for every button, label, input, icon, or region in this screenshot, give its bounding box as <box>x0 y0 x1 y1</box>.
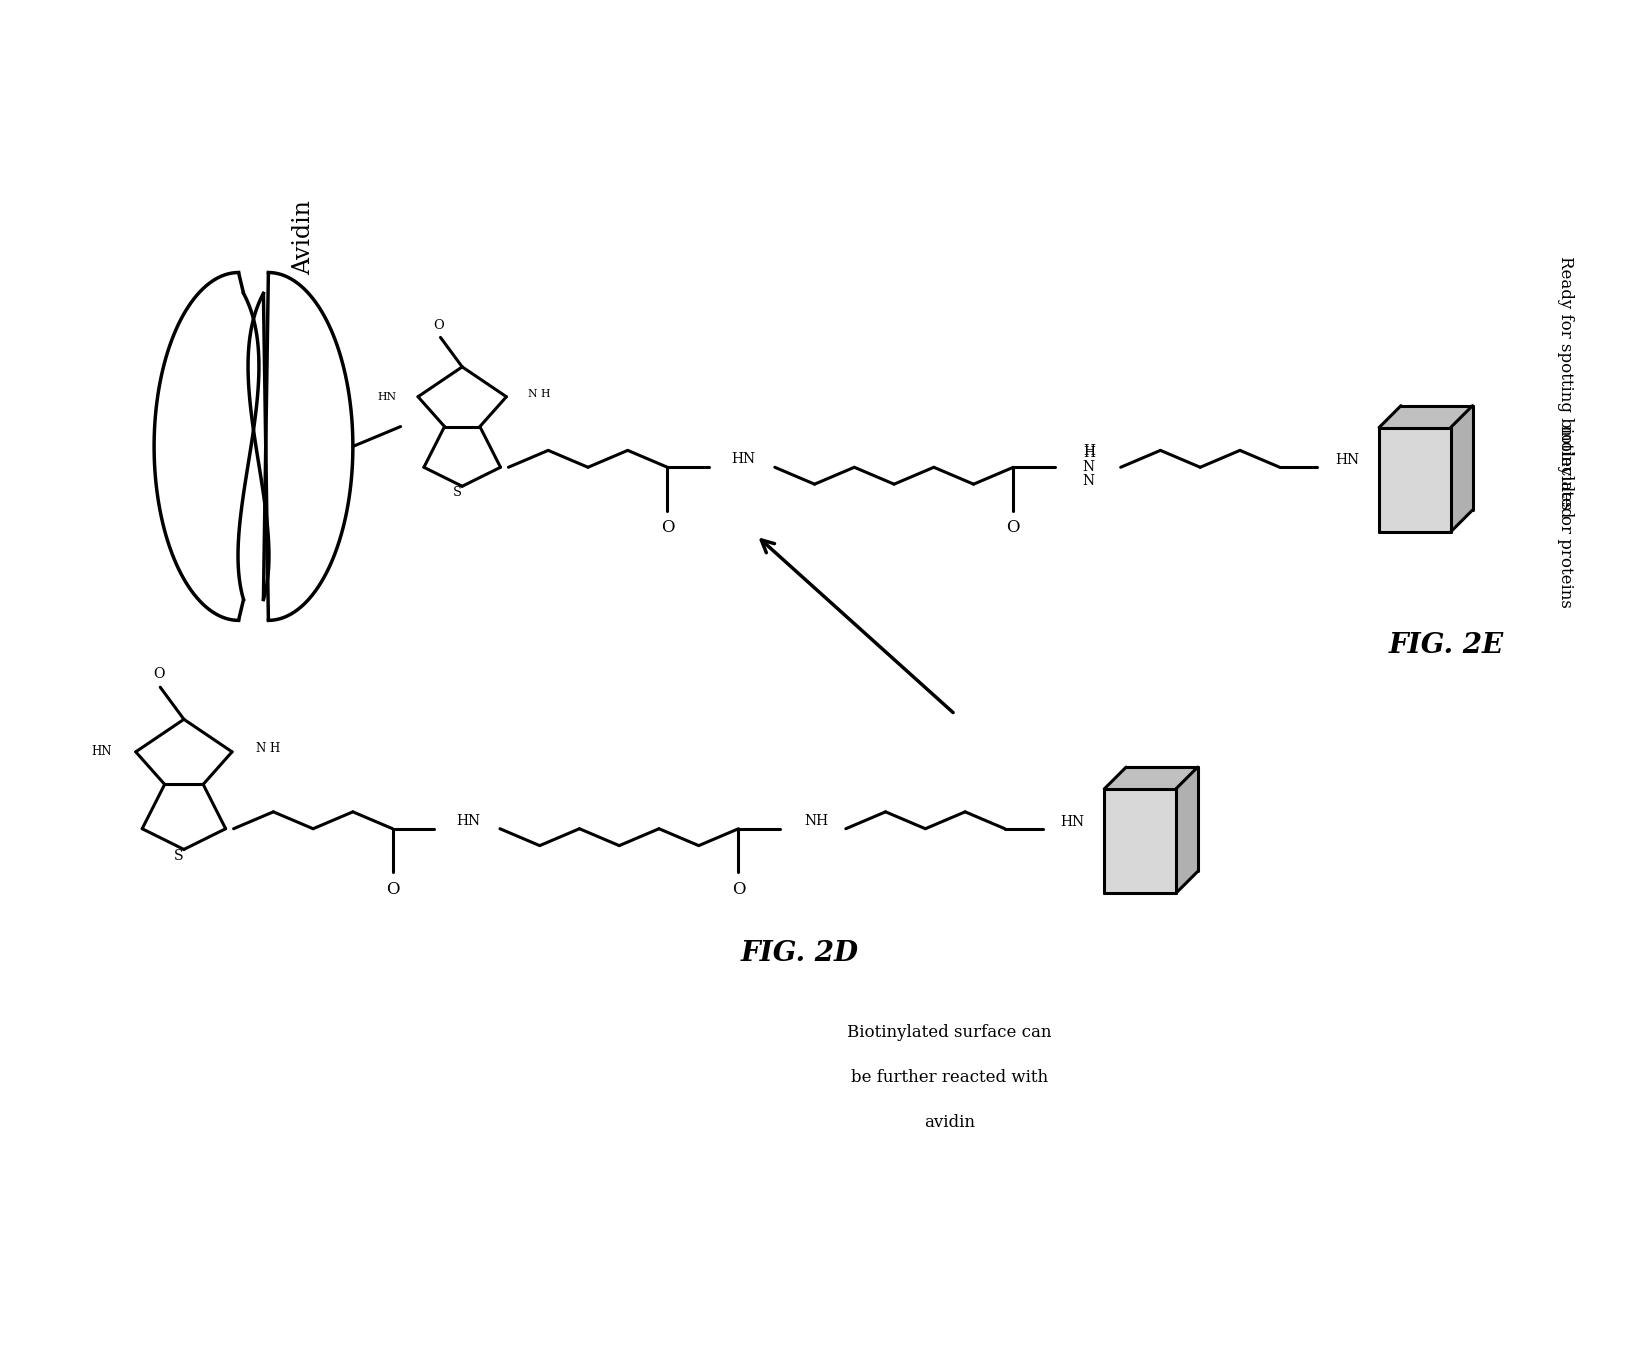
Text: HN: HN <box>377 392 397 401</box>
Text: HN: HN <box>1336 453 1359 467</box>
Text: O: O <box>1006 520 1021 536</box>
Text: Ready for spotting biotinylated: Ready for spotting biotinylated <box>1557 257 1574 517</box>
Text: O: O <box>661 520 674 536</box>
Text: H
N: H N <box>1083 444 1095 475</box>
Text: O: O <box>433 318 445 332</box>
Polygon shape <box>1104 789 1177 893</box>
Text: S: S <box>174 849 184 863</box>
Text: FIG. 2D: FIG. 2D <box>742 940 860 966</box>
Text: HN: HN <box>92 745 112 759</box>
Polygon shape <box>1378 405 1472 427</box>
Text: O: O <box>153 666 164 681</box>
Text: HN: HN <box>1060 815 1085 829</box>
Text: Biotinylated surface can: Biotinylated surface can <box>847 1024 1052 1041</box>
Polygon shape <box>1104 767 1198 789</box>
Text: Avidin: Avidin <box>292 201 315 276</box>
Polygon shape <box>1451 405 1472 532</box>
Text: H: H <box>1083 446 1095 460</box>
Text: molecules or proteins: molecules or proteins <box>1557 425 1574 607</box>
Text: S: S <box>453 486 463 500</box>
Polygon shape <box>1177 767 1198 893</box>
Text: HN: HN <box>730 452 755 467</box>
Text: N H: N H <box>256 743 281 755</box>
Text: HN: HN <box>456 814 481 827</box>
Text: N H: N H <box>528 389 551 399</box>
Text: O: O <box>386 880 399 898</box>
Polygon shape <box>1378 427 1451 532</box>
Text: O: O <box>732 880 745 898</box>
Text: NH: NH <box>804 814 829 827</box>
Text: FIG. 2E: FIG. 2E <box>1388 632 1503 659</box>
Text: avidin: avidin <box>924 1114 975 1130</box>
Text: N: N <box>1083 474 1095 489</box>
Text: be further reacted with: be further reacted with <box>850 1069 1047 1087</box>
